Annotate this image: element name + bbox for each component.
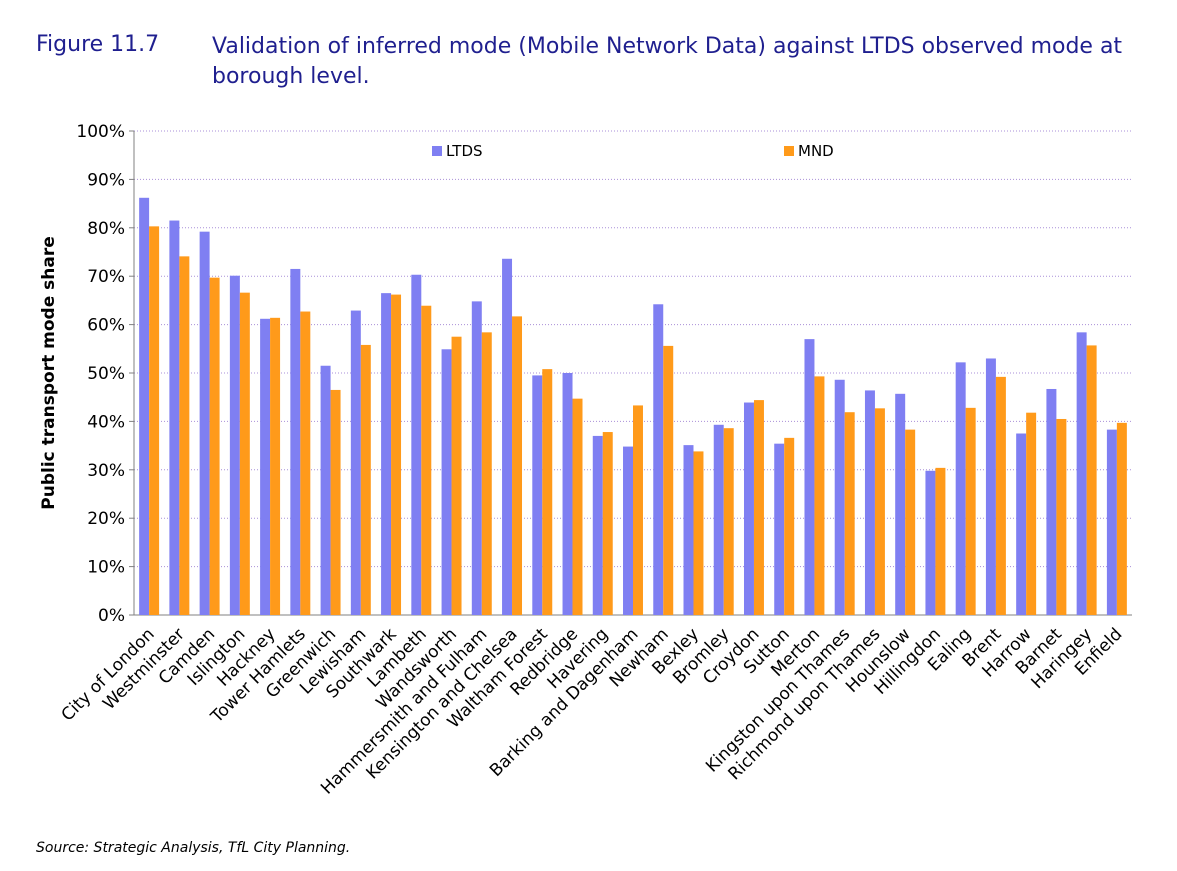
bar-ltds: [471, 301, 482, 615]
y-axis-label: Public transport mode share: [39, 236, 59, 509]
figure-title: Validation of inferred mode (Mobile Netw…: [212, 34, 1123, 89]
bar-ltds: [864, 390, 875, 615]
bar-ltds: [623, 446, 633, 615]
bar-mnd: [663, 345, 674, 615]
legend-swatch-mnd: [784, 146, 794, 156]
bar-mnd: [693, 451, 704, 615]
bar-mnd: [633, 405, 643, 615]
bar-mnd: [935, 467, 946, 615]
bar-mnd: [209, 277, 220, 615]
bar-ltds: [713, 424, 724, 615]
y-tick-label: 90%: [87, 170, 125, 190]
bars: [139, 197, 1127, 616]
bar-mnd: [481, 332, 492, 615]
bar-mnd: [542, 369, 553, 615]
bar-mnd: [1056, 418, 1067, 615]
legend: LTDS MND: [432, 142, 834, 160]
bar-ltds: [1016, 433, 1027, 615]
y-tick-label: 60%: [87, 316, 125, 336]
bar-ltds: [229, 275, 240, 615]
bar-ltds: [592, 435, 603, 615]
bar-ltds: [955, 362, 966, 615]
bar-ltds: [653, 304, 664, 615]
bar-mnd: [602, 432, 613, 615]
bar-mnd: [572, 398, 583, 615]
bar-mnd: [421, 305, 432, 615]
bar-mnd: [874, 408, 885, 615]
y-tick-label: 30%: [87, 461, 125, 481]
y-tick-label: 20%: [87, 509, 125, 529]
bar-ltds: [895, 393, 906, 615]
y-tick-label: 40%: [87, 412, 125, 432]
bar-ltds: [1076, 332, 1087, 615]
bar-mnd: [814, 376, 825, 615]
bar-mnd: [179, 256, 190, 615]
bar-ltds: [290, 268, 301, 615]
bar-mnd: [270, 317, 281, 615]
bar-mnd: [723, 428, 734, 615]
bar-ltds: [169, 220, 180, 616]
bar-mnd: [1086, 345, 1097, 615]
bar-ltds: [532, 375, 543, 615]
legend-label-mnd: MND: [798, 142, 834, 160]
x-category-labels: City of LondonWestminsterCamdenIslington…: [58, 624, 1127, 798]
bar-ltds: [502, 258, 513, 615]
y-tick-label: 100%: [76, 122, 125, 142]
bar-ltds: [441, 349, 452, 615]
bar-mnd: [965, 407, 976, 615]
bar-mnd: [995, 376, 1006, 615]
bar-ltds: [834, 379, 845, 615]
bar-mnd: [360, 344, 371, 615]
bar-ltds: [683, 445, 694, 615]
y-tick-label: 0%: [98, 606, 125, 626]
bar-mnd: [1026, 412, 1037, 615]
bar-mnd: [844, 412, 855, 615]
bar-mnd: [451, 336, 462, 615]
bar-ltds: [381, 293, 392, 615]
legend-swatch-ltds: [432, 146, 442, 156]
bar-mnd: [905, 429, 916, 615]
bar-ltds: [1106, 429, 1117, 615]
bar-mnd: [512, 316, 523, 615]
bar-ltds: [350, 310, 361, 615]
bar-ltds: [743, 402, 754, 615]
bar-ltds: [1046, 388, 1057, 615]
bar-ltds: [804, 339, 815, 615]
figure-label: Figure 11.7: [36, 32, 160, 57]
bar-ltds: [411, 274, 422, 615]
bar-mnd: [1116, 422, 1127, 615]
bar-ltds: [925, 470, 936, 615]
y-tick-label: 50%: [87, 364, 125, 384]
bar-ltds: [199, 231, 210, 615]
bar-ltds: [562, 373, 573, 615]
bar-ltds: [774, 443, 785, 615]
bar-mnd: [300, 311, 311, 615]
bar-mnd: [753, 400, 764, 615]
y-tick-label: 70%: [87, 267, 125, 287]
y-tick-label: 10%: [87, 558, 125, 578]
bar-mnd: [239, 292, 250, 615]
source-note: Source: Strategic Analysis, TfL City Pla…: [36, 840, 351, 856]
bar-ltds: [139, 197, 150, 616]
y-tick-labels: 0% 10% 20% 30% 40% 50% 60% 70% 80% 90% 100%: [76, 122, 125, 626]
bar-mnd: [784, 437, 795, 615]
bar-mnd: [330, 389, 341, 615]
legend-label-ltds: LTDS: [446, 142, 483, 160]
bar-mnd: [391, 294, 402, 615]
bar-ltds: [320, 365, 331, 615]
y-tick-label: 80%: [87, 219, 125, 239]
bar-ltds: [985, 358, 996, 615]
bar-ltds: [260, 318, 271, 615]
bar-mnd: [149, 226, 160, 615]
